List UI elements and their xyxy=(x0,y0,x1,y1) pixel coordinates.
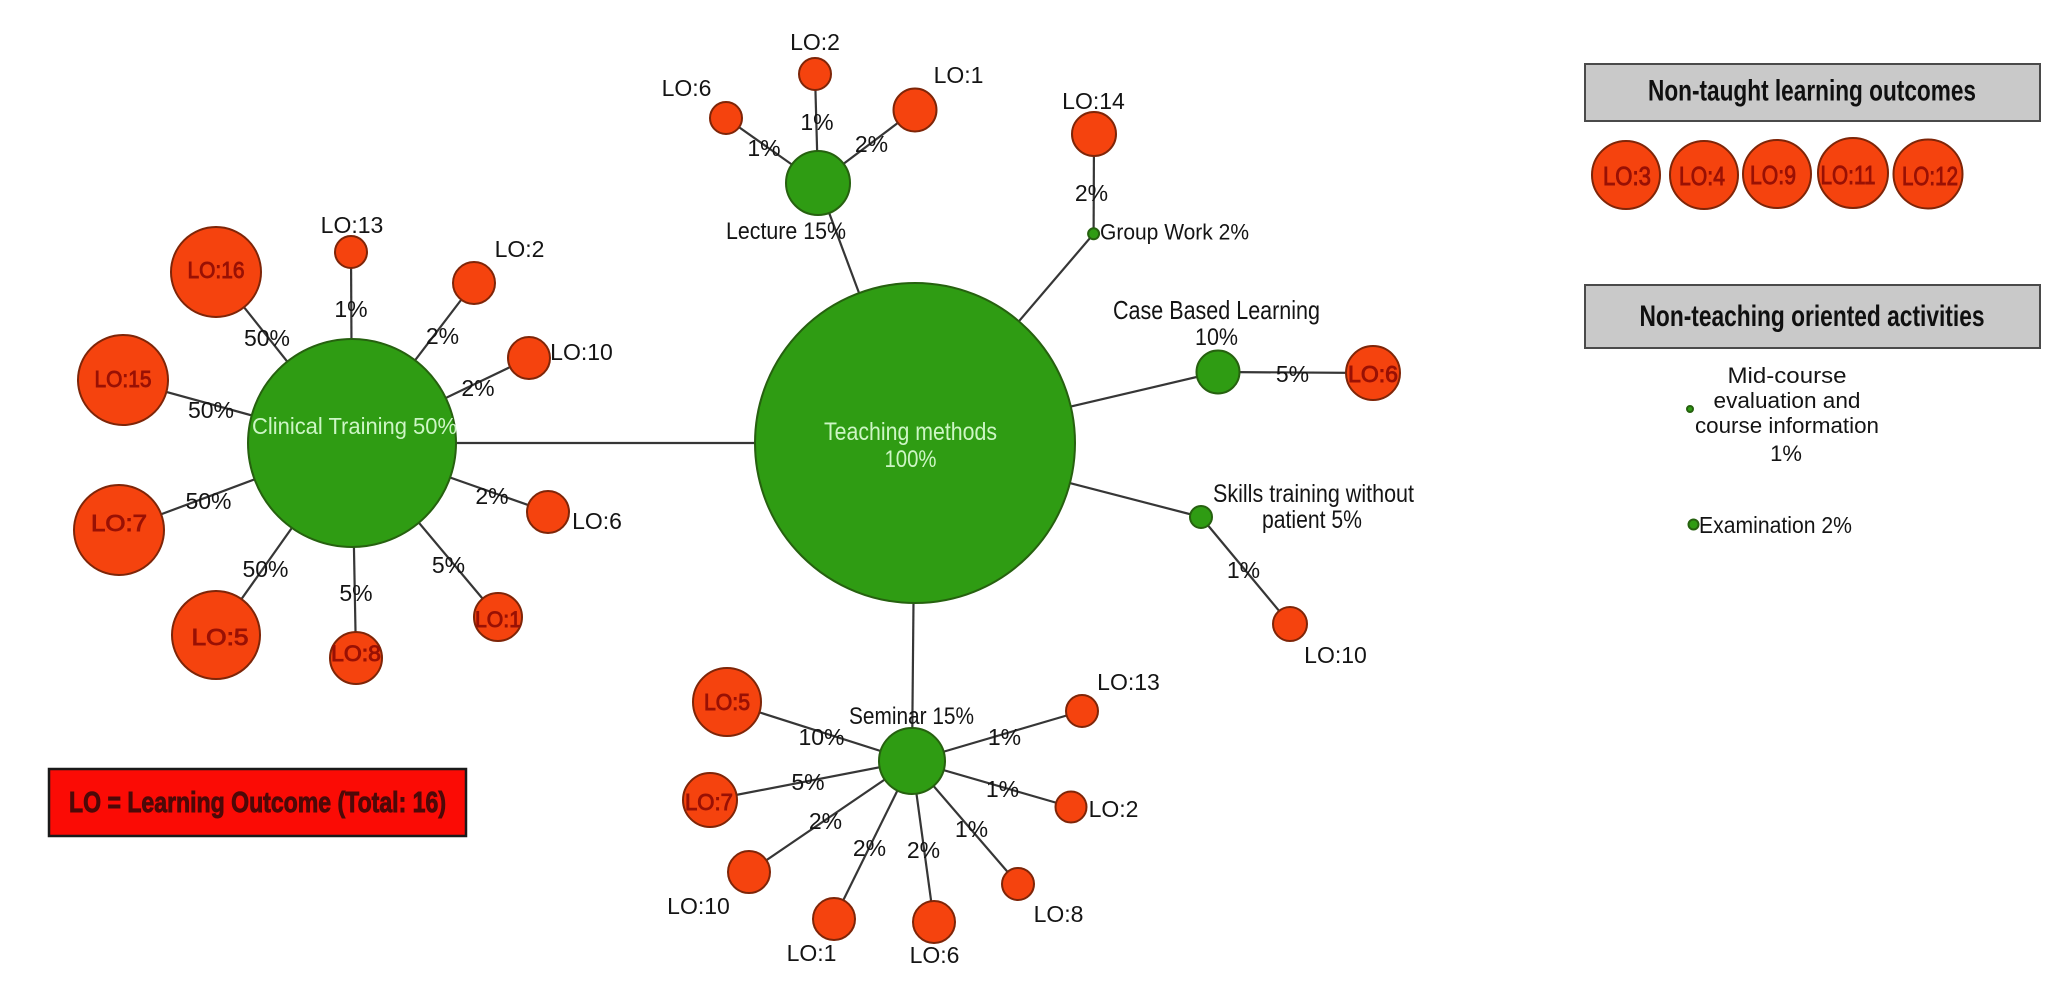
svg-text:LO:4: LO:4 xyxy=(1679,161,1725,191)
svg-text:10%: 10% xyxy=(798,724,844,750)
svg-text:Non-teaching oriented activiti: Non-teaching oriented activities xyxy=(1640,300,1985,333)
svg-text:Non-taught learning outcomes: Non-taught learning outcomes xyxy=(1648,75,1976,108)
svg-text:LO:6: LO:6 xyxy=(1348,361,1398,387)
svg-text:Case Based Learning: Case Based Learning xyxy=(1113,295,1320,325)
svg-text:1%: 1% xyxy=(955,816,988,842)
svg-text:10%: 10% xyxy=(1195,324,1238,351)
svg-text:Clinical Training 50%: Clinical Training 50% xyxy=(252,413,457,439)
svg-text:LO:13: LO:13 xyxy=(1097,669,1160,695)
svg-text:1%: 1% xyxy=(747,135,780,161)
svg-text:LO:2: LO:2 xyxy=(495,236,545,262)
svg-text:LO:1: LO:1 xyxy=(475,607,521,632)
svg-text:patient 5%: patient 5% xyxy=(1262,506,1362,534)
svg-text:1%: 1% xyxy=(800,109,833,135)
svg-text:LO:16: LO:16 xyxy=(188,257,245,283)
svg-text:2%: 2% xyxy=(475,483,508,509)
svg-text:Lecture 15%: Lecture 15% xyxy=(726,218,846,245)
svg-text:LO:2: LO:2 xyxy=(790,29,840,55)
svg-text:2%: 2% xyxy=(809,808,842,834)
svg-text:5%: 5% xyxy=(1276,361,1309,387)
svg-text:50%: 50% xyxy=(188,397,234,423)
svg-text:Skills training without: Skills training without xyxy=(1213,480,1414,508)
svg-text:Examination 2%: Examination 2% xyxy=(1699,512,1852,538)
svg-text:LO:10: LO:10 xyxy=(667,893,730,919)
svg-text:2%: 2% xyxy=(1075,180,1108,206)
svg-text:1%: 1% xyxy=(1770,441,1802,466)
svg-text:LO:6: LO:6 xyxy=(910,942,960,968)
svg-text:LO:8: LO:8 xyxy=(331,641,381,666)
svg-text:1%: 1% xyxy=(988,724,1021,750)
svg-text:1%: 1% xyxy=(1227,557,1260,583)
svg-text:Mid-course: Mid-course xyxy=(1728,363,1847,388)
svg-text:5%: 5% xyxy=(339,580,372,606)
svg-text:1%: 1% xyxy=(986,776,1019,802)
svg-text:1%: 1% xyxy=(334,296,367,322)
svg-text:evaluation and: evaluation and xyxy=(1714,388,1861,413)
svg-text:course information: course information xyxy=(1695,413,1879,438)
svg-text:LO:1: LO:1 xyxy=(934,62,984,88)
svg-text:LO:7: LO:7 xyxy=(91,510,147,536)
svg-text:Seminar 15%: Seminar 15% xyxy=(849,703,974,730)
svg-text:LO:5: LO:5 xyxy=(192,624,249,650)
svg-text:Teaching methods: Teaching methods xyxy=(824,418,997,446)
svg-text:2%: 2% xyxy=(853,835,886,861)
svg-text:LO:14: LO:14 xyxy=(1062,88,1125,114)
svg-text:Group Work 2%: Group Work 2% xyxy=(1100,220,1249,245)
svg-text:LO:6: LO:6 xyxy=(662,75,712,101)
svg-text:LO:6: LO:6 xyxy=(572,508,622,534)
svg-text:LO:13: LO:13 xyxy=(321,212,384,238)
svg-text:LO:15: LO:15 xyxy=(95,366,152,392)
svg-text:LO = Learning Outcome (Total:: LO = Learning Outcome (Total: 16) xyxy=(69,787,446,819)
svg-text:5%: 5% xyxy=(791,769,824,795)
svg-text:LO:8: LO:8 xyxy=(1034,901,1084,927)
svg-text:LO:3: LO:3 xyxy=(1603,161,1651,191)
svg-text:LO:5: LO:5 xyxy=(704,689,750,715)
svg-text:50%: 50% xyxy=(242,556,288,582)
svg-text:100%: 100% xyxy=(885,446,937,473)
svg-text:LO:2: LO:2 xyxy=(1089,796,1139,822)
svg-text:2%: 2% xyxy=(426,323,459,349)
svg-text:50%: 50% xyxy=(185,488,231,514)
svg-text:2%: 2% xyxy=(855,131,888,157)
svg-text:LO:9: LO:9 xyxy=(1750,160,1796,190)
svg-text:LO:1: LO:1 xyxy=(787,940,837,966)
svg-text:2%: 2% xyxy=(461,375,494,401)
svg-text:LO:10: LO:10 xyxy=(550,339,613,365)
svg-text:LO:12: LO:12 xyxy=(1902,161,1958,191)
svg-text:50%: 50% xyxy=(244,325,290,351)
svg-text:5%: 5% xyxy=(432,552,465,578)
svg-text:LO:7: LO:7 xyxy=(685,789,733,815)
svg-text:2%: 2% xyxy=(907,837,940,863)
svg-text:LO:11: LO:11 xyxy=(1821,160,1876,190)
svg-text:LO:10: LO:10 xyxy=(1304,642,1367,668)
